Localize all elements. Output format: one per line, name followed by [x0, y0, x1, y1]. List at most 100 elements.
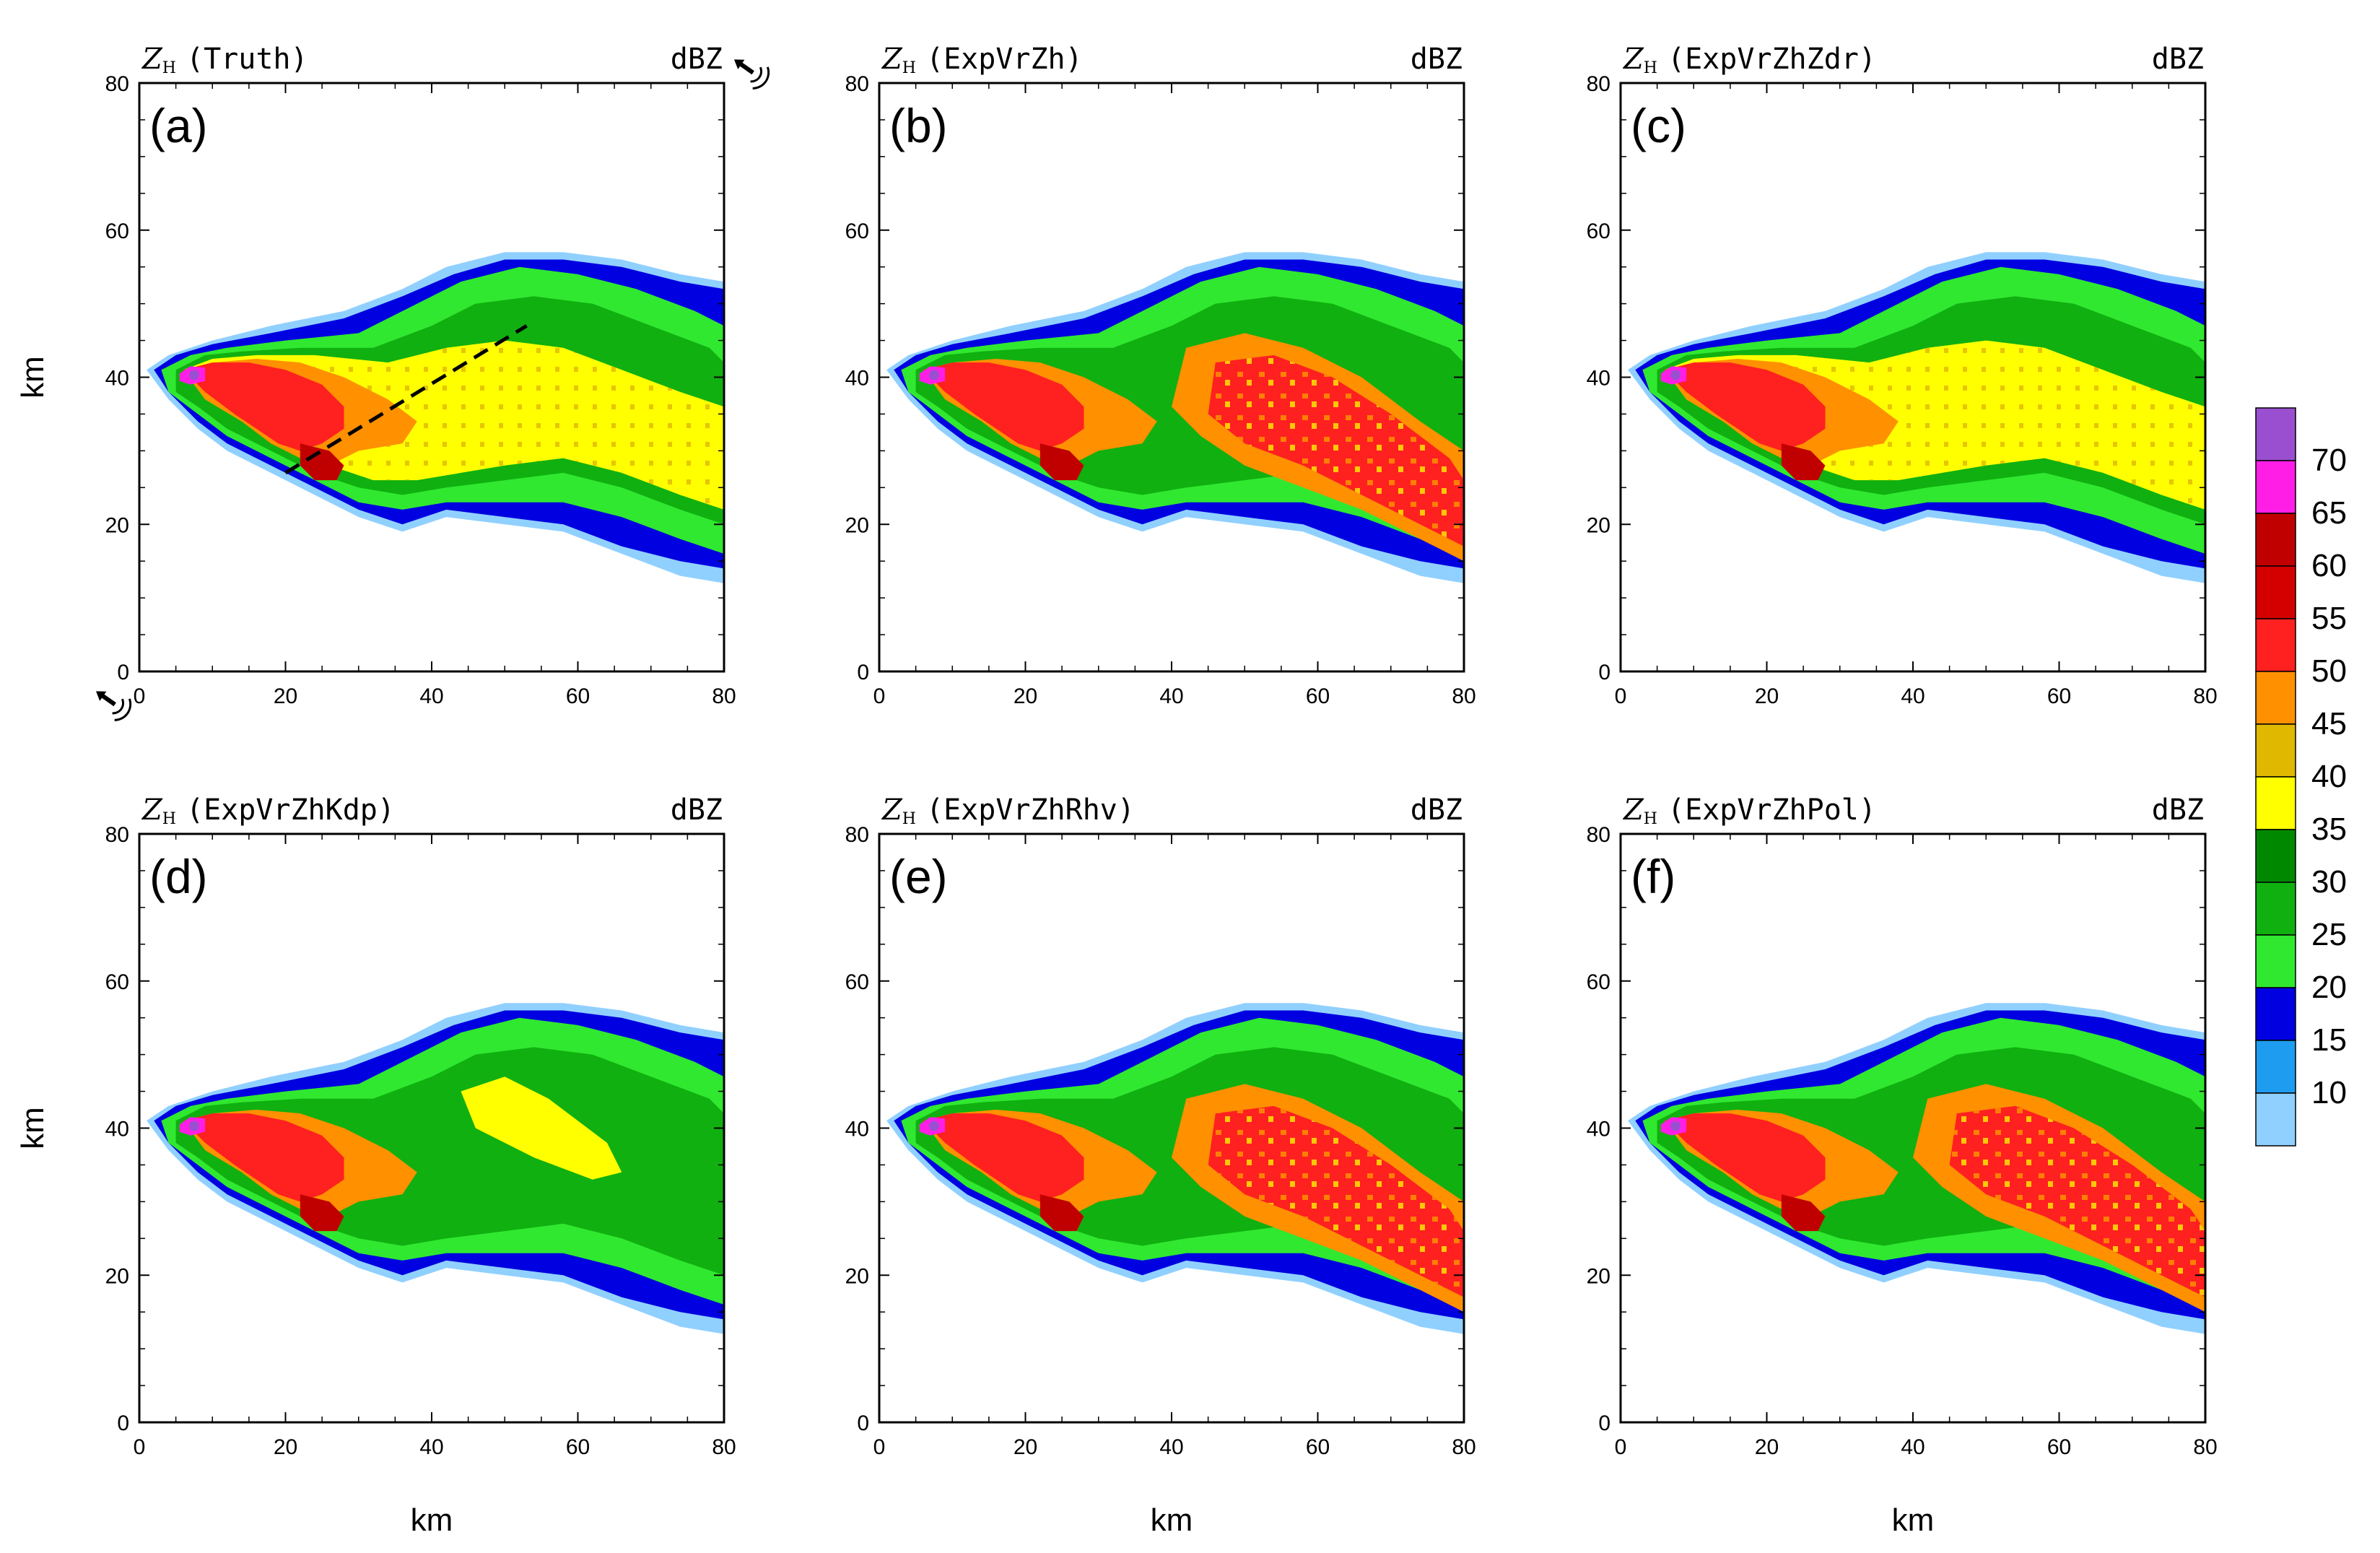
x-tick-label: 60 — [566, 684, 590, 708]
hook-echo — [1039, 443, 1084, 481]
x-tick-label: 40 — [419, 684, 443, 708]
colorbar-swatch — [2255, 618, 2296, 672]
panel-c: 00 20 20 40 40 60 60 80 80 (c) ZH (ExpVrZhZdr) dBZ — [1587, 43, 2218, 708]
colorbar-swatch — [2255, 513, 2296, 567]
y-tick-label: 60 — [1587, 219, 1610, 243]
colorbar-swatch — [2255, 407, 2296, 461]
y-tick-label: 60 — [845, 219, 869, 243]
y-axis-label: km — [15, 1107, 51, 1149]
panel-title: ZH (ExpVrZh) — [881, 43, 1083, 77]
y-tick-label: 20 — [1587, 513, 1610, 537]
y-tick-label: 0 — [117, 1411, 129, 1435]
x-axis-label: km — [1892, 1502, 1935, 1538]
colorbar-swatch — [2255, 565, 2296, 619]
reflectivity-field — [886, 1003, 1464, 1334]
y-tick-label: 0 — [857, 1411, 869, 1435]
colorbar-label: 50 — [2311, 653, 2347, 689]
colorbar-label: 20 — [2311, 970, 2347, 1005]
colorbar-label: 45 — [2311, 706, 2347, 741]
y-tick-label: 20 — [105, 1264, 129, 1288]
core-70dbz — [1670, 370, 1681, 380]
x-tick-label: 0 — [873, 1435, 886, 1459]
x-tick-label: 20 — [1755, 684, 1779, 708]
x-tick-label: 0 — [873, 684, 886, 708]
hook-echo — [1781, 1194, 1826, 1232]
y-tick-label: 0 — [1598, 661, 1610, 684]
y-tick-label: 80 — [845, 72, 869, 96]
colorbar-swatch — [2255, 723, 2296, 778]
panel-title: ZH (ExpVrZhPol) — [1622, 793, 1876, 828]
colorbar-swatch — [2255, 934, 2296, 988]
colorbar-label: 40 — [2311, 759, 2347, 794]
x-tick-label: 20 — [1014, 1435, 1037, 1459]
units-label: dBZ — [2152, 43, 2204, 76]
colorbar-label: 25 — [2311, 917, 2347, 952]
hook-echo — [300, 443, 344, 481]
units-label: dBZ — [671, 793, 723, 827]
reflectivity-field — [886, 252, 1464, 583]
panel-label: (b) — [889, 99, 948, 152]
reflectivity-field — [1628, 252, 2205, 583]
colorbar-label: 30 — [2311, 864, 2347, 900]
x-tick-label: 60 — [1306, 684, 1330, 708]
y-tick-label: 80 — [845, 823, 869, 847]
x-axis-label: km — [411, 1502, 453, 1538]
units-label: dBZ — [1411, 793, 1463, 827]
colorbar-label: 70 — [2311, 443, 2347, 478]
x-tick-label: 40 — [1901, 684, 1925, 708]
x-tick-label: 0 — [1615, 684, 1627, 708]
x-tick-label: 20 — [274, 1435, 297, 1459]
x-tick-label: 40 — [1159, 684, 1183, 708]
cross-section-line — [284, 324, 528, 475]
x-axis-label: km — [1151, 1502, 1193, 1538]
units-label: dBZ — [671, 43, 723, 76]
y-tick-label: 20 — [845, 1264, 869, 1288]
colorbar-swatch — [2255, 1092, 2296, 1147]
colorbar-swatch — [2255, 776, 2296, 830]
y-tick-label: 60 — [105, 219, 129, 243]
panel-label: (e) — [889, 850, 948, 903]
x-tick-label: 20 — [1014, 684, 1037, 708]
y-tick-label: 60 — [105, 970, 129, 994]
panel-label: (c) — [1631, 99, 1686, 152]
y-tick-label: 40 — [1587, 1118, 1610, 1141]
contour-50dbz-west — [1664, 362, 1826, 451]
x-tick-label: 60 — [566, 1435, 590, 1459]
contour-35dbz — [461, 1076, 622, 1180]
x-tick-label: 40 — [1901, 1435, 1925, 1459]
radar-icon — [733, 59, 770, 90]
panel-label: (a) — [149, 99, 208, 152]
colorbar-label: 35 — [2311, 812, 2347, 847]
core-70dbz — [1670, 1121, 1681, 1131]
panel-b: 00 20 20 40 40 60 60 80 80 (b) ZH (ExpVrZh) dBZ — [845, 43, 1476, 708]
x-tick-label: 20 — [1755, 1435, 1779, 1459]
panel-title: ZH (ExpVrZhRhv) — [881, 793, 1135, 828]
radar-icon — [95, 691, 132, 721]
y-tick-label: 0 — [1598, 1411, 1610, 1435]
y-tick-label: 0 — [857, 661, 869, 684]
panel-d: 00 20 20 40 40 60 60 80 80 (d) ZH (ExpVrZhKdp) dBZ — [105, 793, 736, 1459]
x-tick-label: 60 — [2047, 1435, 2071, 1459]
core-70dbz — [928, 370, 939, 380]
reflectivity-field — [147, 1003, 724, 1334]
hook-echo — [300, 1194, 344, 1232]
colorbar-label: 60 — [2311, 548, 2347, 583]
x-tick-label: 0 — [134, 684, 146, 708]
contour-50dbz-west — [183, 1113, 344, 1202]
colorbar-label: 10 — [2311, 1075, 2347, 1110]
x-tick-label: 60 — [1306, 1435, 1330, 1459]
x-tick-label: 80 — [1452, 684, 1475, 708]
x-tick-label: 80 — [2193, 684, 2217, 708]
y-tick-label: 40 — [845, 1118, 869, 1141]
units-label: dBZ — [2152, 793, 2204, 827]
x-tick-label: 20 — [274, 684, 297, 708]
y-axis-label: km — [15, 356, 51, 399]
contour-50dbz-west — [923, 1113, 1084, 1202]
panel-label: (d) — [149, 850, 208, 903]
panel-title: ZH (ExpVrZhZdr) — [1622, 43, 1876, 77]
colorbar-swatch — [2255, 671, 2296, 725]
colorbar: 70 65 60 55 50 45 40 35 30 25 20 15 10 — [2255, 407, 2347, 1147]
panel-title: ZH (ExpVrZhKdp) — [141, 793, 395, 828]
hook-echo — [1781, 443, 1826, 481]
